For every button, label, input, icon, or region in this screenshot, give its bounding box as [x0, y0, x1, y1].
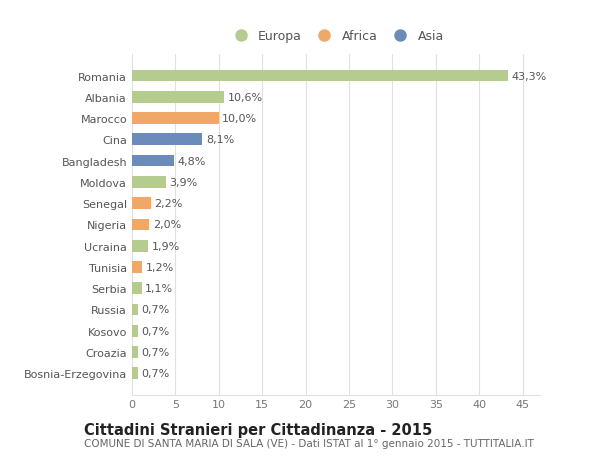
Text: 0,7%: 0,7% [142, 347, 170, 357]
Bar [132, 304, 138, 316]
Bar [132, 368, 138, 379]
Bar [132, 198, 151, 209]
Text: 1,1%: 1,1% [145, 284, 173, 294]
Text: 8,1%: 8,1% [206, 135, 234, 145]
Bar [132, 262, 142, 273]
Text: 10,6%: 10,6% [227, 93, 263, 102]
Bar [132, 241, 148, 252]
Text: 0,7%: 0,7% [142, 326, 170, 336]
Bar [132, 92, 224, 103]
Bar [132, 347, 138, 358]
Text: 0,7%: 0,7% [142, 369, 170, 379]
Bar [132, 283, 142, 294]
Text: 10,0%: 10,0% [222, 114, 257, 124]
Bar [132, 219, 149, 231]
Bar [132, 134, 202, 146]
Bar [132, 113, 219, 125]
Bar [132, 71, 508, 82]
Text: 2,0%: 2,0% [153, 220, 181, 230]
Text: 1,2%: 1,2% [146, 263, 174, 272]
Bar [132, 177, 166, 188]
Legend: Europa, Africa, Asia: Europa, Africa, Asia [226, 28, 446, 45]
Text: Cittadini Stranieri per Cittadinanza - 2015: Cittadini Stranieri per Cittadinanza - 2… [84, 422, 432, 437]
Text: 0,7%: 0,7% [142, 305, 170, 315]
Bar [132, 325, 138, 337]
Text: 43,3%: 43,3% [511, 71, 547, 81]
Text: 4,8%: 4,8% [177, 156, 206, 166]
Text: 3,9%: 3,9% [169, 178, 197, 187]
Text: 1,9%: 1,9% [152, 241, 180, 251]
Text: COMUNE DI SANTA MARIA DI SALA (VE) - Dati ISTAT al 1° gennaio 2015 - TUTTITALIA.: COMUNE DI SANTA MARIA DI SALA (VE) - Dat… [84, 438, 534, 448]
Text: 2,2%: 2,2% [155, 199, 183, 209]
Bar [132, 156, 173, 167]
